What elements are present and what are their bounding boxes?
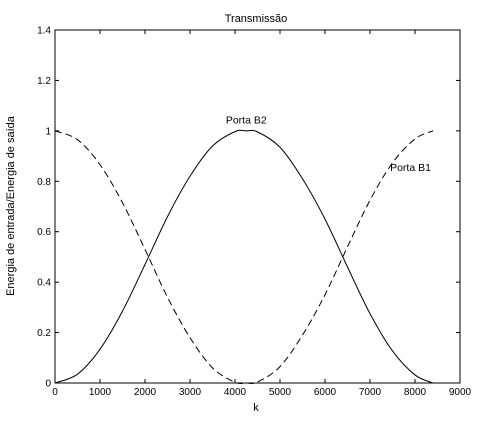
x-axis-label: k [253,402,259,414]
plot-area-frame [54,29,461,384]
x-tick-label: 0 [52,387,58,398]
y-tick-label: 0.8 [37,177,51,188]
series-line-porta-b2 [54,129,434,384]
x-tick-label: 3000 [179,387,202,398]
y-tick-label: 1.4 [37,26,51,37]
y-tick-label: 0.4 [37,278,51,289]
x-tick-label: 7000 [359,387,382,398]
series-line-porta-b1 [54,130,434,385]
y-axis-label: Energia de entrada/Energia de saída [5,115,17,296]
x-tick-label: 4000 [224,387,247,398]
y-tick-label: 0.6 [37,227,51,238]
y-tick-label: 0.2 [37,328,51,339]
x-tick-label: 5000 [269,387,292,398]
series-annotation: Porta B2 [226,114,267,126]
x-tick-label: 8000 [404,387,427,398]
x-tick-label: 2000 [134,387,157,398]
x-tick-label: 9000 [449,387,472,398]
series-lines [54,129,434,385]
x-tick-label: 6000 [314,387,337,398]
x-tick-label: 1000 [89,387,112,398]
series-annotation: Porta B1 [390,162,431,174]
y-tick-label: 1 [45,126,51,137]
chart-title: Transmissão [225,13,288,25]
y-axis-ticks: 0 0.2 0.4 0.6 0.8 1 1.2 1.4 [37,26,460,390]
y-tick-label: 0 [45,379,51,390]
series-annotations: Porta B2 Porta B1 [226,114,431,174]
y-tick-label: 1.2 [37,76,51,87]
x-axis-ticks: 0 1000 2000 3000 4000 5000 6000 7000 8000 9000 [52,30,472,398]
